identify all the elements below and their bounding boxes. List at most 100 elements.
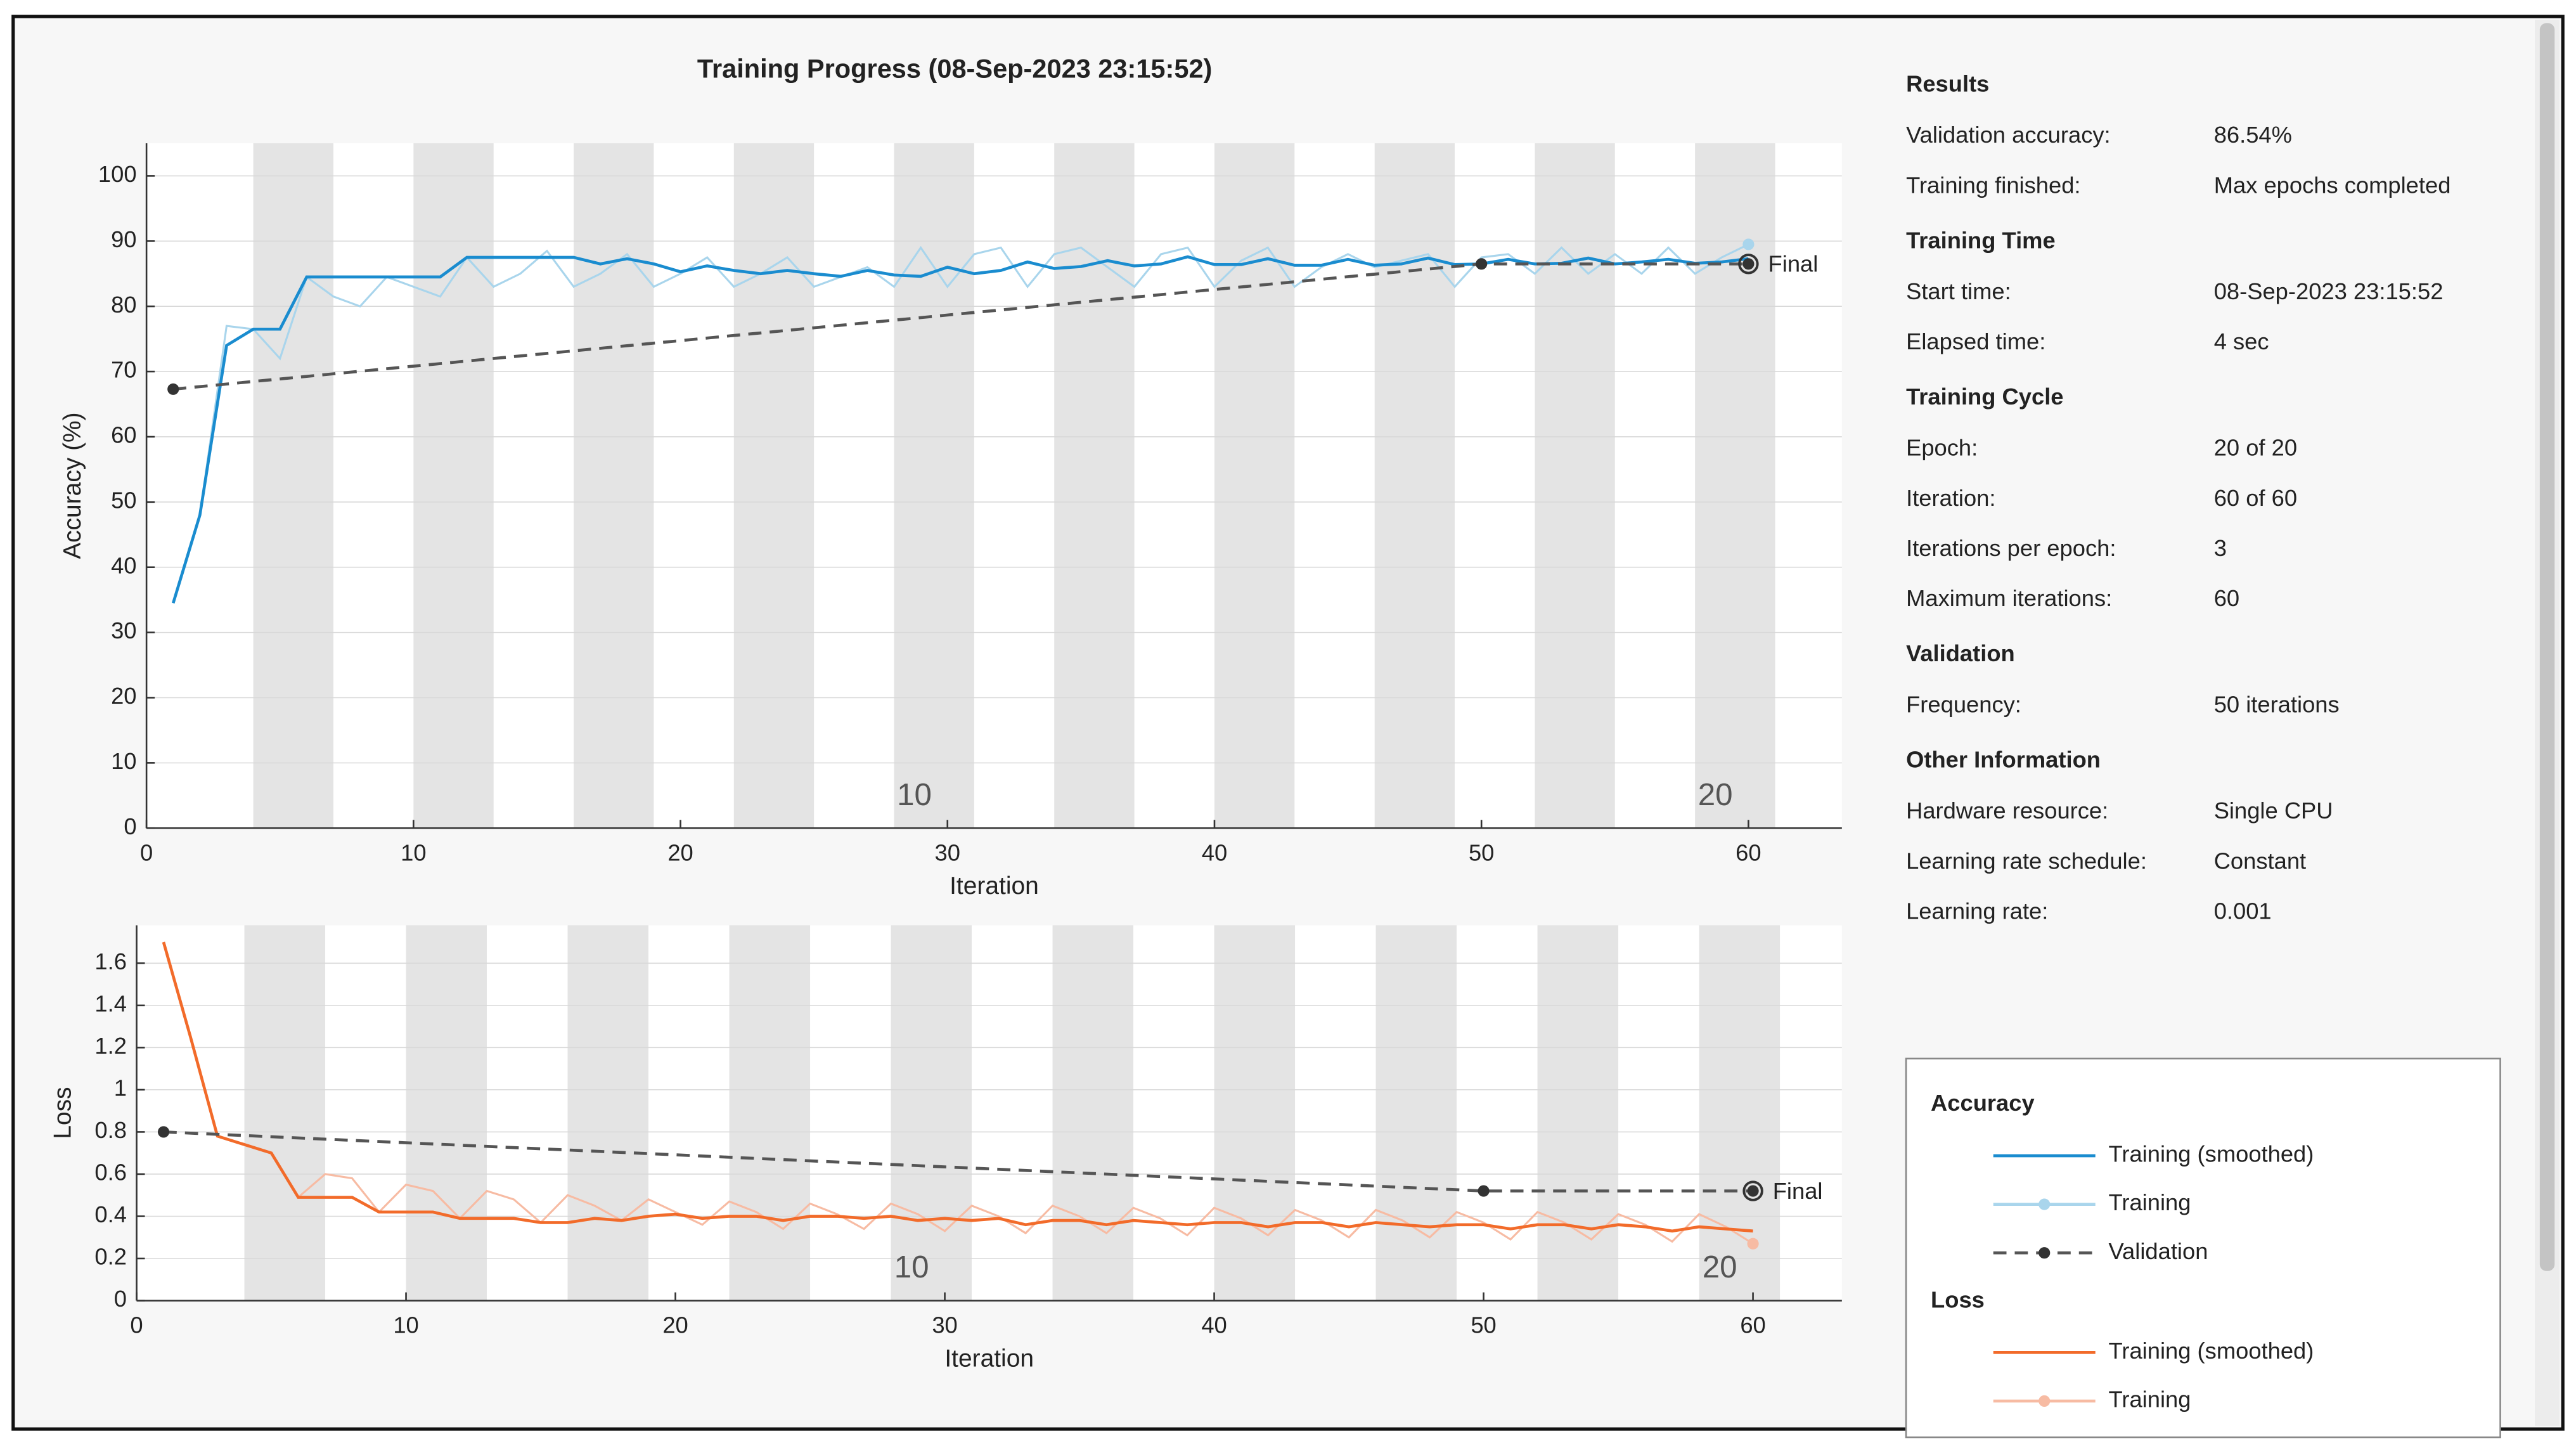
final-training-point bbox=[1742, 238, 1755, 250]
info-value: 08-Sep-2023 23:15:52 bbox=[2214, 278, 2444, 304]
x-tick-label: 50 bbox=[1469, 839, 1494, 865]
info-label: Iterations per epoch: bbox=[1906, 535, 2116, 561]
info-value: 60 bbox=[2214, 585, 2239, 611]
info-label: Training finished: bbox=[1906, 172, 2080, 198]
legend-title: Loss bbox=[1931, 1286, 1985, 1312]
legend-title: Accuracy bbox=[1931, 1090, 2035, 1116]
info-label: Iteration: bbox=[1906, 485, 1995, 511]
y-tick-label: 90 bbox=[111, 226, 136, 252]
epoch-band bbox=[244, 925, 326, 1301]
y-tick-label: 10 bbox=[111, 748, 136, 774]
legend-marker bbox=[2038, 1198, 2051, 1210]
final-marker bbox=[1738, 254, 1759, 275]
epoch-band bbox=[253, 143, 333, 829]
y-tick-label: 0.2 bbox=[94, 1244, 127, 1270]
final-training-point bbox=[1747, 1238, 1759, 1250]
info-value: 60 of 60 bbox=[2214, 485, 2297, 511]
epoch-band bbox=[413, 143, 494, 829]
epoch-band bbox=[1535, 143, 1615, 829]
x-tick-label: 50 bbox=[1471, 1312, 1496, 1338]
epoch-band bbox=[1374, 143, 1455, 829]
epoch-band bbox=[1054, 143, 1135, 829]
epoch-band bbox=[1699, 925, 1781, 1301]
legend-label: Training bbox=[2109, 1387, 2191, 1412]
epoch-label: 20 bbox=[1698, 777, 1733, 812]
x-tick-label: 40 bbox=[1201, 1312, 1227, 1338]
validation-point bbox=[1478, 1185, 1490, 1197]
validation-point bbox=[1476, 258, 1488, 270]
validation-point bbox=[157, 1126, 170, 1138]
final-marker bbox=[1742, 1180, 1763, 1201]
legend-label: Training (smoothed) bbox=[2109, 1338, 2314, 1364]
y-tick-label: 1.2 bbox=[94, 1033, 127, 1059]
y-tick-label: 0.6 bbox=[94, 1160, 127, 1186]
epoch-band bbox=[894, 143, 974, 829]
x-tick-label: 60 bbox=[1740, 1312, 1765, 1338]
info-label: Maximum iterations: bbox=[1906, 585, 2112, 611]
info-value: 3 bbox=[2214, 535, 2227, 561]
info-label: Elapsed time: bbox=[1906, 328, 2045, 354]
epoch-band bbox=[891, 925, 972, 1301]
info-value: Max epochs completed bbox=[2214, 172, 2451, 198]
info-label: Hardware resource: bbox=[1906, 798, 2108, 824]
final-label: Final bbox=[1768, 251, 1819, 277]
x-tick-label: 60 bbox=[1736, 839, 1761, 865]
epoch-band bbox=[1214, 925, 1296, 1301]
epoch-label: 10 bbox=[897, 777, 932, 812]
legend-box bbox=[1905, 1057, 2501, 1438]
y-tick-label: 1 bbox=[114, 1075, 127, 1101]
x-tick-label: 20 bbox=[662, 1312, 688, 1338]
legend-marker bbox=[2038, 1247, 2051, 1259]
epoch-band bbox=[1214, 143, 1295, 829]
x-tick-label: 40 bbox=[1202, 839, 1227, 865]
legend-label: Training (smoothed) bbox=[2109, 1141, 2314, 1167]
title: Training Progress (08-Sep-2023 23:15:52) bbox=[697, 54, 1213, 84]
epoch-label: 20 bbox=[1703, 1250, 1737, 1284]
x-tick-label: 0 bbox=[130, 1312, 143, 1338]
x-tick-label: 10 bbox=[393, 1312, 418, 1338]
epoch-label: 10 bbox=[894, 1250, 929, 1284]
epoch-band bbox=[733, 143, 815, 829]
info-value: 50 iterations bbox=[2214, 692, 2340, 718]
y-tick-label: 100 bbox=[98, 161, 137, 187]
section-title: Training Time bbox=[1906, 227, 2056, 253]
info-value: Constant bbox=[2214, 848, 2306, 874]
x-axis-label: Iteration bbox=[944, 1345, 1034, 1372]
info-value: 4 sec bbox=[2214, 328, 2269, 354]
y-tick-label: 40 bbox=[111, 552, 136, 578]
info-label: Validation accuracy: bbox=[1906, 122, 2111, 148]
info-label: Start time: bbox=[1906, 278, 2011, 304]
epoch-band bbox=[1695, 143, 1775, 829]
legend-label: Training bbox=[2109, 1189, 2191, 1215]
legend: Accuracy Training (smoothed) Training Valid… bbox=[1931, 1090, 2314, 1412]
epoch-band bbox=[567, 925, 649, 1301]
y-tick-label: 0.8 bbox=[94, 1117, 127, 1143]
y-tick-label: 1.4 bbox=[94, 990, 127, 1016]
info-label: Learning rate schedule: bbox=[1906, 848, 2147, 874]
y-tick-label: 50 bbox=[111, 487, 136, 513]
x-tick-label: 30 bbox=[932, 1312, 957, 1338]
legend-label: Validation bbox=[2109, 1238, 2208, 1264]
y-tick-label: 0 bbox=[124, 813, 136, 839]
y-axis-label: Accuracy (%) bbox=[59, 412, 86, 559]
epoch-band bbox=[1052, 925, 1134, 1301]
validation-point bbox=[1742, 258, 1755, 270]
series-line bbox=[163, 1130, 1753, 1193]
y-tick-label: 70 bbox=[111, 357, 136, 383]
scrollbar-thumb[interactable] bbox=[2539, 23, 2555, 1271]
section-title: Validation bbox=[1906, 640, 2015, 666]
info-label: Learning rate: bbox=[1906, 898, 2048, 924]
y-tick-label: 0 bbox=[114, 1286, 127, 1312]
y-tick-label: 1.6 bbox=[94, 948, 127, 974]
final-label: Final bbox=[1773, 1178, 1823, 1204]
section-title: Results bbox=[1906, 71, 1989, 97]
x-tick-label: 10 bbox=[401, 839, 426, 865]
info-label: Frequency: bbox=[1906, 692, 2021, 718]
epoch-band bbox=[1375, 925, 1457, 1301]
epoch-band bbox=[729, 925, 811, 1301]
y-axis-label: Loss bbox=[49, 1087, 77, 1139]
x-tick-label: 0 bbox=[140, 839, 153, 865]
section-title: Training Cycle bbox=[1906, 384, 2063, 410]
